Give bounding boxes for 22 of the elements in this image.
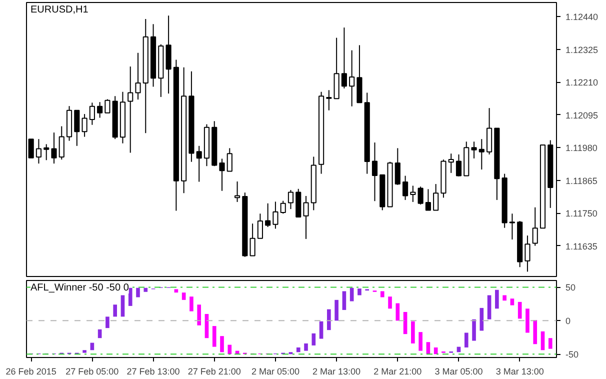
y-tick-label: 1.11635	[566, 241, 598, 252]
y-tick-label: 0	[566, 316, 571, 326]
x-tick-label: 27 Feb 05:00	[66, 366, 119, 376]
y-tick-label: 50	[566, 282, 576, 293]
x-tick-label: 2 Mar 21:00	[374, 366, 422, 376]
x-tick-label: 27 Feb 13:00	[126, 366, 180, 376]
y-tick-label: 1.12325	[566, 44, 598, 55]
y-tick-label: 1.11865	[566, 176, 598, 186]
x-tick-label: 27 Feb 21:00	[188, 366, 241, 376]
chart-title: EURUSD,H1	[30, 4, 89, 16]
x-tick-label: 3 Mar 13:00	[496, 366, 544, 376]
y-tick-label: 1.12440	[566, 12, 598, 22]
x-tick-label: 3 Mar 05:00	[434, 366, 483, 376]
x-tick-label: 2 Mar 05:00	[251, 366, 300, 376]
y-tick-label: 1.12210	[566, 78, 598, 88]
chart-title: AFL_Winner -50 -50 0	[30, 282, 130, 294]
y-tick-label: 1.12095	[566, 110, 598, 120]
x-tick-label: 26 Feb 2015	[6, 366, 56, 376]
x-tick-label: 2 Mar 13:00	[312, 366, 361, 376]
y-tick-label: 1.11750	[566, 208, 598, 219]
y-tick-label: 1.11980	[566, 143, 598, 154]
y-tick-label: -50	[566, 350, 579, 360]
